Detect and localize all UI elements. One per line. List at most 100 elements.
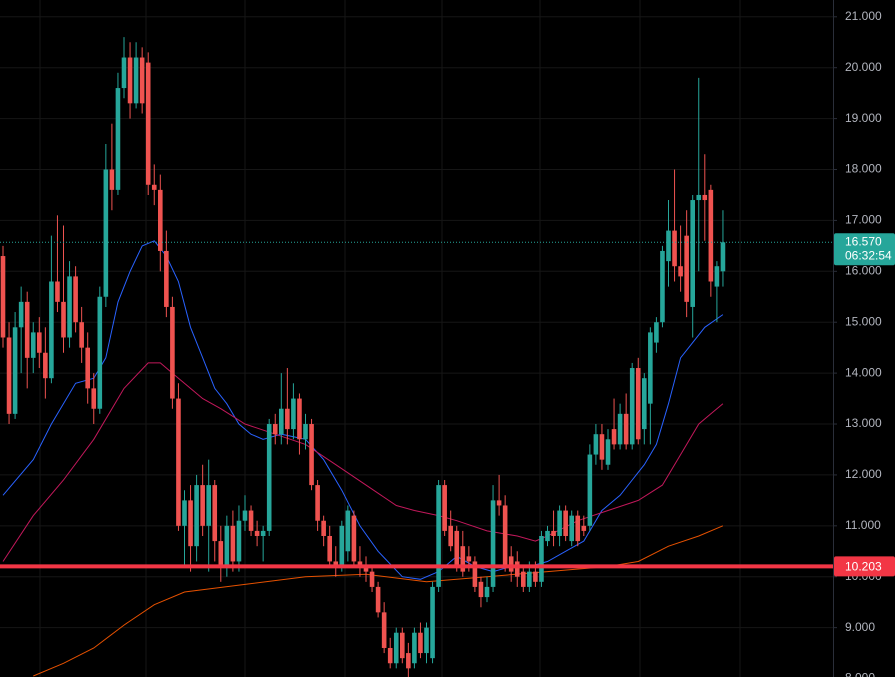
candle-body [684,235,689,302]
candle-body [12,327,18,414]
candle-body [563,510,568,537]
candle-body [533,571,538,582]
candle-body [139,57,145,104]
candle-body [151,184,157,190]
candle-body [260,530,266,537]
candle-body [648,332,653,404]
candle-body [605,439,611,465]
candle-body [363,566,369,572]
candle-body [551,530,556,537]
candle-body [490,500,496,587]
candle-body [696,194,702,201]
y-tick-label: 18.000 [845,162,882,176]
candle-body [67,276,72,338]
candle-body [194,485,199,547]
candle-body [321,520,326,537]
candle-body [303,424,308,440]
candle-body [176,398,181,526]
candle-body [666,230,671,262]
y-tick-label: 16.000 [845,263,882,277]
candle-body [369,571,375,587]
y-tick-label: 15.000 [845,314,882,328]
candle-body [502,505,508,567]
y-tick-label: 9.000 [845,620,875,634]
candle-body [164,250,169,307]
candle-body [309,424,314,486]
candle-body [375,586,381,613]
candle-body [539,536,544,582]
candle-body [430,586,435,659]
candle-body [629,368,635,445]
y-tick-label: 17.000 [845,213,882,227]
moving-average-line [2,240,724,580]
candle-body [115,88,121,190]
candle-body [254,530,260,537]
candle-body [690,200,695,307]
candle-body [357,561,363,567]
candle-body [158,189,163,251]
candle-body [387,647,393,664]
moving-average-line [2,362,724,562]
candle-body [91,388,97,409]
candle-body [478,581,484,598]
candle-body [43,352,48,379]
candle-body [406,653,411,669]
candle-body [460,546,466,572]
y-tick-label: 14.000 [845,365,882,379]
candle-body [418,632,423,654]
candle-body [37,332,42,353]
candle-body [599,434,605,460]
candle-body [315,485,320,521]
candle-body [635,368,641,440]
candle-body [708,189,714,282]
candle-body [55,281,60,302]
candle-body [575,515,581,542]
candle-body [24,301,30,358]
candle-body [672,230,677,267]
candle-body [642,378,647,430]
candle-body [73,276,78,323]
candle-body [297,398,302,440]
candle-body [121,57,127,89]
candle-body [103,169,109,297]
candle-body [587,454,593,526]
candle-body [79,322,84,348]
price-line-label: 10.203 [845,560,882,574]
candle-body [242,510,248,521]
candle-body [448,525,453,547]
candle-body [18,301,24,328]
candle-body [218,541,224,567]
candle-body [248,510,254,531]
candles [0,37,726,677]
candle-body [569,515,574,542]
y-tick-label: 11.000 [845,518,881,532]
candle-body [508,556,514,572]
candle-body [454,530,460,567]
candle-body [85,347,90,389]
candle-body [400,632,405,659]
candle-body [545,530,550,542]
candle-body [61,301,66,338]
candle-body [285,408,290,430]
candle-body [472,561,478,587]
candle-body [393,632,399,664]
candle-body [714,266,720,287]
y-tick-label: 8.000 [845,671,875,677]
last-price-label-box [834,233,895,266]
candle-body [212,485,218,542]
y-tick-label: 21.000 [845,9,882,23]
candle-body [182,500,187,526]
candle-body [97,296,103,409]
price-line-label-box [834,556,895,577]
candle-body [514,561,520,577]
candle-body [188,500,193,547]
candle-body [521,571,526,587]
candle-body [30,332,36,358]
candle-body [381,612,387,648]
candle-body [484,586,490,598]
candle-body [527,571,532,587]
candle-body [496,500,502,506]
y-tick-label: 20.000 [845,60,882,74]
candle-body [442,485,447,531]
